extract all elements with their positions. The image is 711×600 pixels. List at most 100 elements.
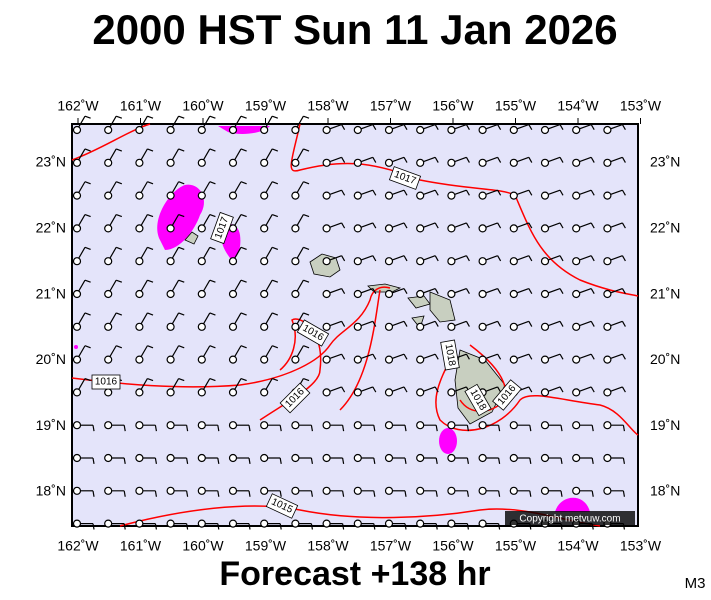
barb-flag (621, 255, 626, 262)
barb-station (416, 322, 425, 331)
barb-station (416, 257, 425, 266)
barb-station (478, 322, 487, 331)
lat-label: 20˚N (36, 351, 66, 367)
barb-flag (372, 124, 377, 131)
barb-flag (240, 213, 247, 218)
barb-flag (497, 222, 502, 229)
barb-flag (466, 457, 470, 465)
barb-station (322, 421, 331, 430)
barb-station (322, 224, 331, 233)
barb-flag (403, 353, 408, 360)
barb-flag (590, 353, 595, 360)
barb-flag (372, 288, 377, 295)
barb-flag (186, 457, 189, 465)
barb-flag (342, 425, 345, 432)
lon-label: 161˚W (120, 98, 162, 114)
barb-flag (115, 345, 123, 349)
barb-station (72, 486, 82, 495)
barb-flag (434, 353, 439, 360)
barb-flag (92, 490, 95, 497)
barb-station (260, 486, 269, 495)
barb-flag (465, 157, 470, 163)
barb-flag (123, 457, 126, 465)
barb-flag (248, 523, 251, 530)
barb-flag (178, 345, 185, 349)
barb-flag (372, 222, 377, 229)
barb-station (72, 158, 82, 167)
barb-flag (115, 312, 123, 316)
barb-station (509, 257, 518, 266)
barb-flag (465, 255, 470, 262)
lon-label: 155˚W (495, 538, 537, 554)
barb-station (135, 224, 144, 233)
barb-flag (465, 189, 470, 196)
barb-station (322, 388, 331, 397)
barb-flag (590, 321, 595, 327)
barb-flag (147, 377, 154, 382)
barb-station (540, 224, 550, 233)
barb-flag (310, 457, 314, 465)
barb-flag (178, 148, 185, 152)
barb-station (478, 421, 487, 430)
barb-station (447, 519, 456, 528)
barb-flag (497, 157, 502, 163)
barb-station (322, 322, 331, 331)
barb-station (322, 257, 331, 266)
barb-station (384, 388, 394, 397)
barb-flag (435, 425, 438, 432)
barb-flag (373, 425, 376, 432)
barb-station (478, 355, 487, 364)
barb-station (384, 289, 394, 299)
barb-flag (240, 115, 247, 119)
barb-flag (559, 321, 564, 327)
barb-station (447, 453, 456, 463)
barb-station (416, 453, 425, 463)
barb-flag (271, 377, 279, 382)
barb-flag (240, 148, 247, 152)
barb-flag (559, 189, 564, 196)
barb-flag (271, 213, 279, 218)
barb-station (478, 289, 487, 299)
barb-flag (92, 425, 95, 432)
isobar-label-box (492, 379, 522, 411)
barb-station (260, 453, 269, 463)
barb-station (540, 289, 550, 299)
barb-flag (497, 255, 502, 262)
barb-flag (209, 345, 216, 349)
barb-flag (154, 523, 158, 530)
barb-station (384, 158, 394, 167)
barb-flag (621, 124, 626, 131)
barb-flag (178, 377, 185, 382)
barb-station (260, 125, 269, 135)
barb-flag (559, 386, 564, 393)
barb-station (478, 158, 487, 167)
barb-station (135, 257, 144, 266)
barb-station (572, 322, 581, 331)
barb-station (72, 125, 82, 135)
barb-station (509, 486, 518, 495)
barb-station (603, 322, 612, 331)
barb-flag (434, 157, 439, 163)
barb-station (509, 421, 518, 430)
barb-station (540, 453, 550, 463)
barb-station (384, 519, 394, 528)
barb-station (291, 257, 300, 266)
barb-flag (434, 255, 439, 262)
barb-station (572, 224, 581, 233)
barb-flag (403, 157, 408, 163)
barb-flag (403, 222, 408, 229)
barb-station (603, 486, 612, 495)
barb-flag (372, 386, 377, 393)
barb-station (291, 125, 300, 135)
barb-station (104, 289, 113, 299)
barb-flag (115, 115, 123, 119)
barb-flag (279, 523, 282, 530)
barb-flag (342, 490, 345, 497)
barb-station (291, 355, 300, 364)
barb-station (603, 191, 612, 200)
wind-barbs (72, 115, 626, 530)
barb-station (197, 486, 206, 495)
barb-station (572, 289, 581, 299)
barb-flag (271, 345, 279, 349)
barb-station (603, 388, 612, 397)
